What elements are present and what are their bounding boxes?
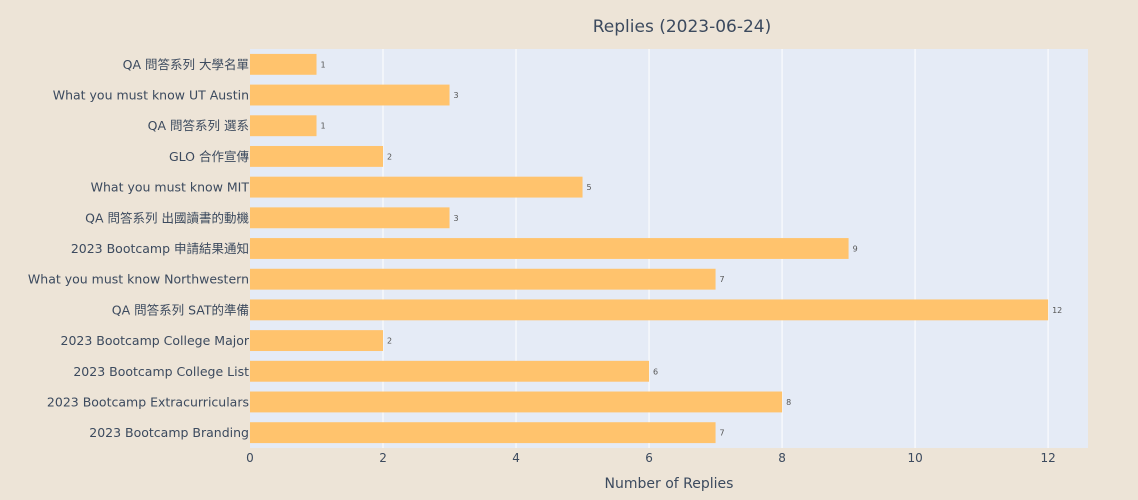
- bar: [250, 207, 450, 229]
- bar-value-label: 8: [786, 398, 791, 407]
- bar-value-label: 5: [587, 183, 592, 192]
- bar: [250, 53, 317, 75]
- x-axis-title: Number of Replies: [605, 476, 734, 492]
- y-category-label: 2023 Bootcamp 申請結果通知: [71, 241, 249, 256]
- x-tick-label: 4: [512, 451, 520, 465]
- y-category-label: 2023 Bootcamp College Major: [61, 333, 250, 348]
- bar: [250, 299, 1049, 321]
- x-tick-label: 6: [645, 451, 653, 465]
- y-category-label: What you must know UT Austin: [53, 88, 249, 103]
- x-tick-label: 0: [246, 451, 254, 465]
- bar-value-label: 6: [653, 367, 658, 376]
- y-axis-categories: QA 問答系列 大學名單 What you must know UT Austin…: [28, 57, 250, 440]
- x-tick-label: 2: [379, 451, 387, 465]
- y-category-label: What you must know MIT: [91, 180, 250, 195]
- y-category-label: 2023 Bootcamp College List: [73, 364, 249, 379]
- bar-value-label: 1: [321, 60, 326, 69]
- bar-value-label: 3: [454, 91, 459, 100]
- x-axis-ticks: 0 2 4 6 8 10 12: [246, 451, 1056, 465]
- bar-value-label: 7: [720, 275, 725, 284]
- y-category-label: QA 問答系列 大學名單: [123, 57, 249, 72]
- x-tick-label: 10: [907, 451, 922, 465]
- y-category-label: QA 問答系列 SAT的準備: [112, 302, 249, 317]
- bar-value-label: 2: [387, 337, 392, 346]
- y-category-label: QA 問答系列 出國讀書的動機: [85, 210, 249, 225]
- x-tick-label: 12: [1040, 451, 1055, 465]
- bar: [250, 176, 583, 198]
- y-category-label: GLO 合作宣傳: [169, 149, 250, 164]
- bar-value-label: 1: [321, 122, 326, 131]
- y-category-label: What you must know Northwestern: [28, 272, 249, 287]
- bar-value-label: 3: [454, 214, 459, 223]
- bar: [250, 360, 650, 382]
- chart-title: Replies (2023-06-24): [593, 17, 772, 37]
- bar: [250, 115, 317, 137]
- bar: [250, 84, 450, 106]
- bar: [250, 391, 783, 413]
- bar-value-label: 9: [853, 245, 858, 254]
- y-category-label: 2023 Bootcamp Branding: [89, 425, 249, 440]
- bar: [250, 422, 716, 444]
- bar: [250, 268, 716, 290]
- bar: [250, 145, 384, 167]
- bar-value-label: 12: [1052, 306, 1062, 315]
- y-category-label: QA 問答系列 選系: [148, 118, 249, 133]
- bar: [250, 330, 384, 352]
- bar-value-label: 7: [720, 429, 725, 438]
- bar-value-label: 2: [387, 152, 392, 161]
- x-tick-label: 8: [778, 451, 786, 465]
- bar: [250, 238, 849, 259]
- y-category-label: 2023 Bootcamp Extracurriculars: [47, 394, 249, 409]
